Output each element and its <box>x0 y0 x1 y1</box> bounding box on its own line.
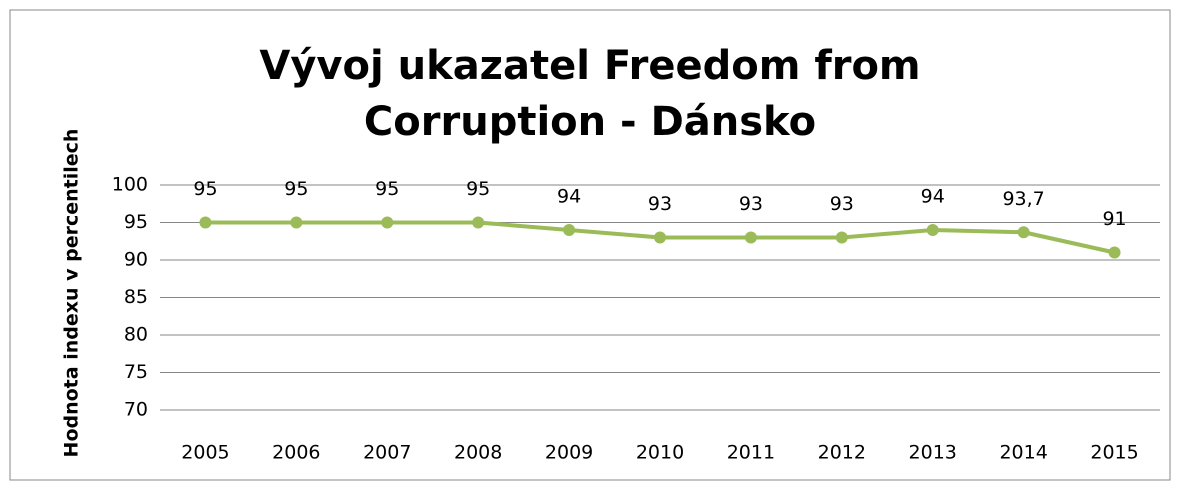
x-tick-label: 2014 <box>999 442 1047 464</box>
point <box>926 224 939 236</box>
y-tick-label: 95 <box>124 211 148 233</box>
value-label: 93 <box>830 193 854 215</box>
value-label: 95 <box>466 178 490 200</box>
value-label: 91 <box>1102 208 1126 230</box>
value-label: 95 <box>193 178 217 200</box>
point <box>290 216 303 229</box>
x-tick-label: 2006 <box>272 442 320 464</box>
point <box>199 216 212 229</box>
y-tick-label: 85 <box>124 286 148 308</box>
y-tick-label: 80 <box>124 324 148 346</box>
point <box>381 216 394 229</box>
value-label: 93 <box>739 193 763 215</box>
point <box>1017 226 1030 239</box>
y-axis-label: Hodnota indexu v percentilech <box>61 129 83 458</box>
x-tick-label: 2010 <box>636 442 684 464</box>
y-tick-label: 90 <box>124 249 148 271</box>
y-tick-label: 100 <box>112 174 148 196</box>
x-tick-label: 2007 <box>363 442 411 464</box>
point <box>835 231 848 244</box>
point <box>654 231 666 244</box>
value-label: 93 <box>648 193 672 215</box>
point <box>563 224 576 236</box>
y-tick-label: 70 <box>124 399 148 421</box>
value-label: 94 <box>921 186 945 208</box>
point <box>744 231 757 244</box>
value-label: 93,7 <box>1002 188 1044 210</box>
x-tick-label: 2013 <box>909 442 957 464</box>
x-tick-label: 2015 <box>1090 442 1138 464</box>
x-tick-label: 2005 <box>181 442 229 464</box>
point <box>1108 246 1121 259</box>
chart-title: Vývoj ukazatel Freedom from Corruption -… <box>259 43 921 145</box>
value-label: 94 <box>557 186 581 208</box>
value-label: 95 <box>375 178 399 200</box>
x-tick-label: 2012 <box>818 442 866 464</box>
x-tick-label: 2008 <box>454 442 502 464</box>
value-label: 95 <box>284 178 308 200</box>
x-tick-label: 2011 <box>727 442 775 464</box>
x-tick-label: 2009 <box>545 442 593 464</box>
point <box>472 216 485 229</box>
y-tick-label: 75 <box>124 361 148 383</box>
chart-border <box>9 9 1171 481</box>
